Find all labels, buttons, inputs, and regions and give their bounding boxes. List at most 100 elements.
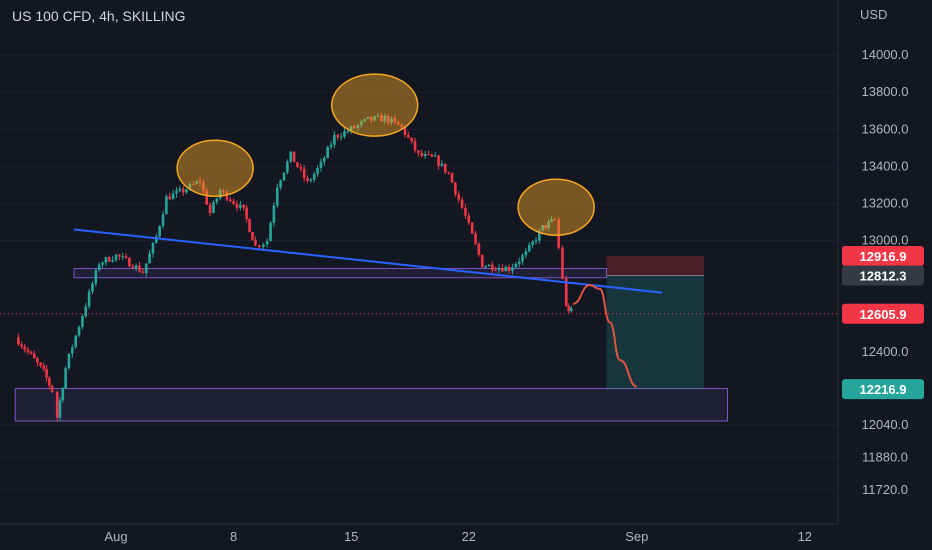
candle-body: [316, 167, 319, 174]
annotations: [0, 73, 838, 388]
candle-body: [569, 307, 573, 312]
stop-loss-area: [606, 256, 704, 276]
zones: [14, 267, 729, 422]
candle-body: [161, 214, 165, 226]
candle-body: [373, 116, 377, 121]
candle-body: [235, 203, 239, 208]
candle-body: [567, 305, 571, 312]
x-tick-label: 15: [344, 529, 358, 544]
candle-body: [138, 265, 141, 272]
candle-body: [32, 353, 36, 359]
candle-body: [433, 155, 437, 157]
candle-body: [538, 230, 541, 241]
candle-body: [480, 254, 484, 268]
candle-body: [514, 263, 518, 268]
candle-body: [460, 199, 464, 208]
candle-body: [279, 180, 282, 188]
candle-body: [521, 255, 524, 262]
candle-body: [128, 258, 131, 267]
candle-body: [484, 266, 487, 268]
candle-body: [94, 270, 98, 284]
candle-body: [497, 267, 501, 270]
candle-body: [393, 118, 397, 122]
candle-body: [17, 337, 20, 345]
price-label: 12916.9: [860, 249, 907, 264]
candle-body: [450, 173, 454, 183]
candle-body: [507, 266, 511, 271]
y-tick-label: 13400.0: [862, 158, 909, 173]
candle-body: [251, 231, 254, 241]
candle-body: [491, 264, 494, 270]
candle-body: [148, 253, 151, 264]
candle-body: [420, 152, 424, 156]
candle-body: [64, 368, 67, 389]
candle-body: [81, 316, 84, 327]
candle-body: [45, 368, 48, 378]
candle-body: [248, 218, 251, 232]
candle-body: [36, 358, 39, 363]
candle-body: [208, 204, 212, 213]
candle-body: [141, 271, 145, 274]
y-tick-label: 12400.0: [862, 344, 909, 359]
candle-body: [464, 207, 467, 216]
candle-body: [155, 236, 158, 243]
candle-body: [494, 269, 497, 271]
price-label-box: [842, 265, 924, 286]
candle-body: [181, 188, 185, 193]
candle-body: [487, 264, 491, 267]
candle-body: [417, 150, 420, 153]
candle-body: [254, 240, 257, 246]
support-zone: [73, 267, 608, 279]
y-tick-label: 14000.0: [862, 47, 909, 62]
shoulder-marker: [517, 178, 595, 236]
candle-body: [124, 256, 128, 259]
candle-body: [356, 124, 360, 128]
candle-body: [107, 257, 111, 262]
candle-body: [269, 222, 272, 242]
candle-body: [349, 126, 353, 132]
candle-body: [205, 190, 209, 205]
candle-body: [319, 161, 323, 168]
candle-body: [261, 244, 265, 248]
candle-body: [87, 291, 91, 307]
candle-body: [380, 115, 383, 122]
candle-body: [504, 266, 508, 272]
candle-body: [67, 353, 71, 369]
candle-body: [323, 158, 326, 162]
price-label: 12812.3: [860, 268, 907, 283]
candle-body: [171, 193, 175, 200]
candle-body: [550, 219, 553, 222]
candle-body: [544, 225, 547, 229]
candle-body: [101, 262, 104, 265]
x-tick-label: Sep: [625, 529, 648, 544]
candle-body: [557, 219, 560, 248]
candle-body: [477, 243, 481, 255]
candle-body: [118, 254, 121, 257]
candle-body: [26, 349, 30, 352]
candle-body: [353, 126, 356, 128]
candle-body: [104, 257, 108, 263]
candle-body: [336, 134, 340, 138]
y-tick-label: 13600.0: [862, 121, 909, 136]
candle-body: [474, 233, 477, 244]
candle-body: [97, 264, 101, 271]
candle-body: [232, 201, 235, 204]
x-tick-label: 22: [462, 529, 476, 544]
candle-body: [534, 240, 538, 242]
price-label: 12216.9: [860, 382, 907, 397]
candle-body: [191, 183, 195, 185]
shoulder-marker: [176, 139, 254, 197]
candle-body: [363, 119, 366, 122]
candle-body: [423, 154, 427, 156]
candle-body: [527, 244, 531, 252]
candle-body: [299, 167, 303, 169]
candle-body: [383, 115, 387, 122]
candle-body: [390, 118, 393, 123]
candle-body: [215, 198, 219, 203]
x-tick-label: 12: [798, 529, 812, 544]
currency-label: USD: [860, 7, 888, 22]
candle-body: [58, 400, 62, 418]
candle-body: [178, 188, 182, 191]
price-label-box: [842, 303, 924, 324]
